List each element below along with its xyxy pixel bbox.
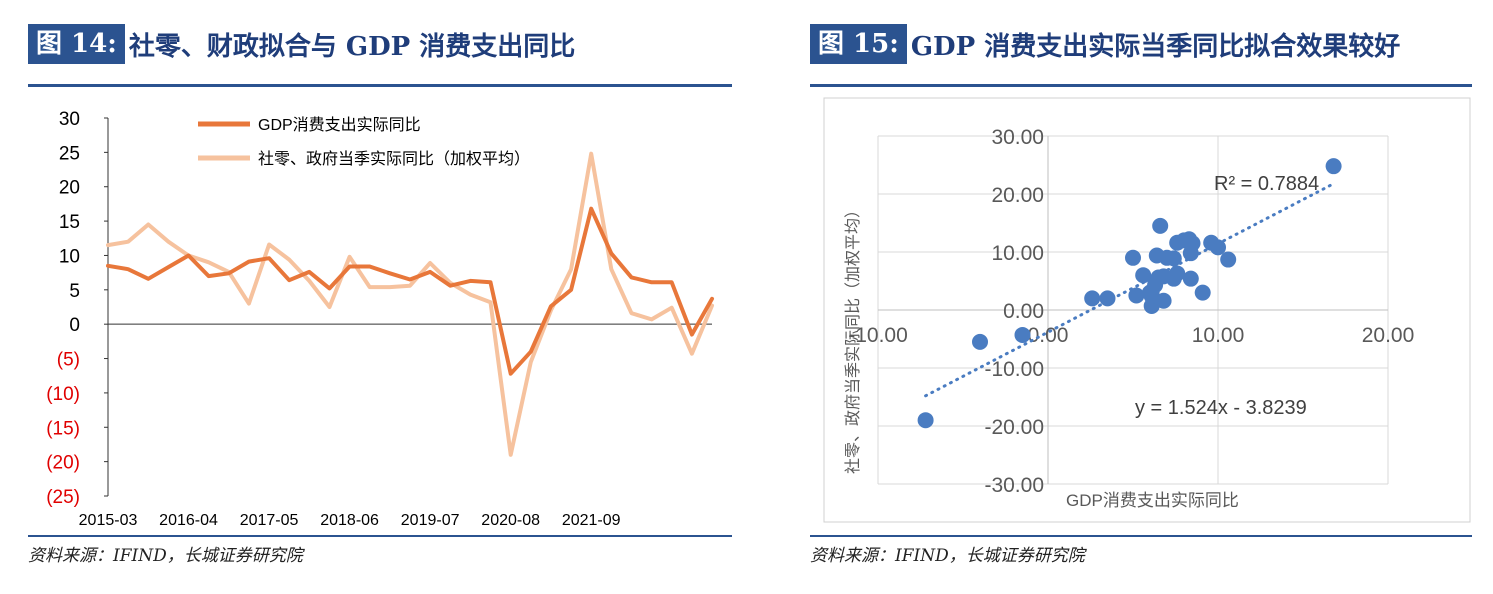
- figure-15-source: 资料来源：IFIND，长城证券研究院: [810, 546, 1085, 566]
- scatter-point: [1182, 270, 1199, 287]
- y-tick-label: 30: [59, 109, 80, 130]
- scatter-point: [1220, 251, 1237, 268]
- regression-equation-label: y = 1.524x - 3.8239: [1135, 397, 1307, 419]
- scatter-point: [1152, 217, 1169, 234]
- figure-14-source: 资料来源：IFIND，长城证券研究院: [28, 546, 303, 566]
- x-tick-label: 0.00: [1028, 324, 1069, 347]
- scatter-point: [1210, 239, 1226, 256]
- figure-15-title-text: GDP 消费支出实际当季同比拟合效果较好: [910, 31, 1401, 62]
- x-tick-label: 10.00: [1192, 324, 1245, 347]
- y-tick-label: 30.00: [991, 126, 1044, 149]
- y-tick-label: -30.00: [984, 474, 1044, 497]
- figure-14-title: 图 14: 社零、财政拟合与 GDP 消费支出同比: [28, 22, 575, 66]
- figure-14-panel: 图 14: 社零、财政拟合与 GDP 消费支出同比 30 25 20 15 10 5 0 (5…: [0, 0, 735, 594]
- trendline: [924, 182, 1336, 398]
- scatter-point: [1125, 249, 1141, 266]
- y-tick-label: 20.00: [991, 184, 1044, 207]
- y-tick-label: 20: [59, 178, 80, 199]
- y-tick-label: 10: [59, 246, 80, 267]
- x-tick-label: 2019-07: [401, 512, 460, 529]
- y-tick-label: (15): [46, 418, 80, 439]
- scatter-point: [1084, 290, 1101, 307]
- y-tick-label: 25: [59, 143, 80, 164]
- scatter-point: [1128, 287, 1145, 304]
- y-tick-label: 0: [69, 315, 80, 336]
- figure-15-bottom-rule: [810, 535, 1472, 537]
- scatter-point: [1099, 290, 1116, 307]
- scatter-point: [1184, 235, 1201, 252]
- x-tick-label: 2021-09: [562, 512, 621, 529]
- figure-14-number: 图 14:: [28, 24, 125, 64]
- figure-15-title: 图 15: GDP 消费支出实际当季同比拟合效果较好: [810, 22, 1400, 66]
- figure-15-top-rule: [810, 84, 1472, 87]
- scatter-point: [1155, 292, 1172, 309]
- scatter-point: [1325, 158, 1342, 175]
- y-axis-title: 社零、政府当季实际同比（加权平均）: [844, 202, 862, 474]
- x-tick-label: 2020-08: [481, 512, 540, 529]
- legend-label: 社零、政府当季实际同比（加权平均）: [258, 150, 530, 168]
- x-tick-label: 2016-04: [159, 512, 218, 529]
- scatter-point: [972, 333, 988, 350]
- figure-15-panel: 图 15: GDP 消费支出实际当季同比拟合效果较好 30.00 20.00 10.…: [808, 0, 1493, 594]
- r-squared-label: R² = 0.7884: [1214, 173, 1319, 195]
- scatter-point: [1194, 284, 1211, 301]
- y-tick-label: (5): [57, 350, 80, 371]
- x-tick-label: 2018-06: [320, 512, 379, 529]
- x-tick-label: -10.00: [848, 324, 908, 347]
- series-line-retail-gov: [106, 151, 714, 457]
- y-tick-label: 10.00: [991, 242, 1044, 265]
- y-tick-label: 15: [59, 212, 80, 233]
- y-tick-label: 5: [69, 281, 80, 302]
- y-tick-label: (10): [46, 384, 80, 405]
- scatter-point: [1014, 326, 1031, 343]
- y-tick-label: (20): [46, 453, 80, 474]
- scatter-point: [917, 412, 934, 429]
- scatter-chart: 30.00 20.00 10.00 0.00 -10.00 -20.00 -30.00 -10…: [823, 97, 1471, 523]
- series-line-gdp: [106, 206, 714, 376]
- x-axis-title: GDP消费支出实际同比: [1066, 491, 1239, 510]
- y-tick-label: -20.00: [984, 416, 1044, 439]
- y-tick-label: (25): [46, 487, 80, 508]
- line-chart: 30 25 20 15 10 5 0 (5) (10) (15) (20) (25) 2015-03 2…: [46, 109, 714, 529]
- figure-14-title-text: 社零、财政拟合与 GDP 消费支出同比: [128, 31, 576, 62]
- legend-label: GDP消费支出实际同比: [258, 116, 421, 134]
- scatter-point: [1165, 250, 1182, 267]
- y-tick-label: 0.00: [1003, 300, 1044, 323]
- x-tick-label: 2015-03: [79, 512, 138, 529]
- scatter-point: [1169, 265, 1186, 282]
- scatter-point: [1135, 267, 1152, 284]
- figure-14-top-rule: [28, 84, 732, 87]
- x-tick-label: 20.00: [1362, 324, 1415, 347]
- y-tick-label: -10.00: [984, 358, 1044, 381]
- x-tick-label: 2017-05: [240, 512, 299, 529]
- figure-14-bottom-rule: [28, 535, 732, 537]
- figure-15-number: 图 15:: [810, 24, 907, 64]
